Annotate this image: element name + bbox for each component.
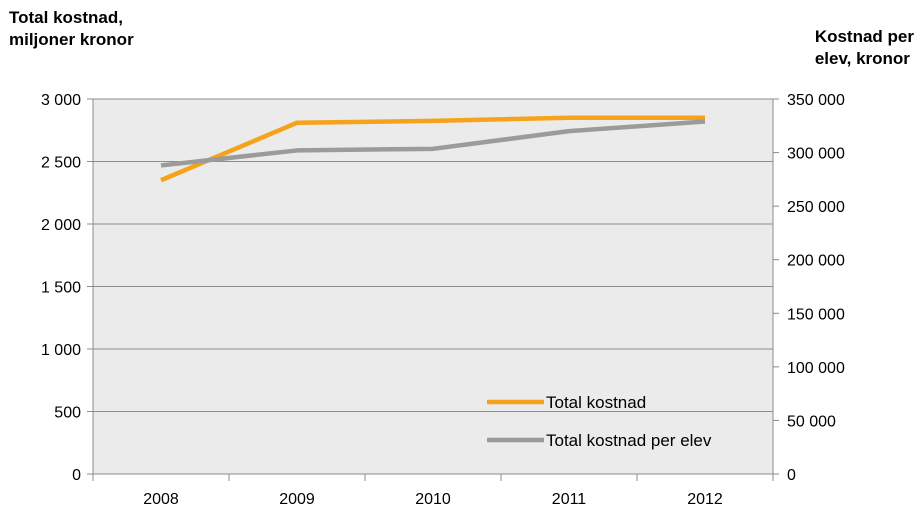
left-axis-title: Total kostnad, miljoner kronor	[9, 7, 134, 51]
legend-label-1: Total kostnad	[546, 393, 646, 412]
right-axis-tick-label: 350 000	[787, 92, 845, 109]
right-axis-tick-label: 150 000	[787, 306, 845, 323]
left-axis-tick-label: 3 000	[41, 92, 81, 109]
left-axis-tick-label: 2 500	[41, 155, 81, 172]
series-line-2	[160, 119, 706, 168]
right-axis-tick-label: 250 000	[787, 199, 845, 216]
x-axis-tick-label: 2009	[279, 491, 315, 508]
right-axis-title-line-1: Kostnad per	[814, 27, 914, 46]
right-axis-title: Kostnad per elev, kronor	[815, 26, 914, 70]
left-axis-tick-label: 1 000	[41, 342, 81, 359]
left-axis-title-line-2: miljoner kronor	[9, 30, 134, 49]
right-axis-tick-label: 0	[787, 467, 796, 484]
left-axis-tick-label: 0	[72, 467, 81, 484]
left-axis-tick-label: 2 000	[41, 217, 81, 234]
left-axis-tick-label: 1 500	[41, 280, 81, 297]
left-axis-title-line-1: Total kostnad,	[9, 8, 123, 27]
x-axis-tick-label: 2011	[552, 491, 587, 508]
x-axis-tick-label: 2008	[143, 491, 179, 508]
left-axis-tick-label: 500	[54, 405, 81, 422]
right-axis-tick-label: 300 000	[787, 146, 845, 163]
right-axis-tick-label: 50 000	[787, 413, 836, 430]
series-line-1	[160, 115, 705, 183]
right-axis-tick-label: 100 000	[787, 360, 845, 377]
legend-label-2: Total kostnad per elev	[546, 431, 712, 450]
x-axis-tick-label: 2010	[415, 491, 451, 508]
right-axis-tick-label: 200 000	[787, 253, 845, 270]
x-axis-tick-label: 2012	[687, 491, 723, 508]
right-axis-title-line-2: elev, kronor	[814, 49, 910, 68]
